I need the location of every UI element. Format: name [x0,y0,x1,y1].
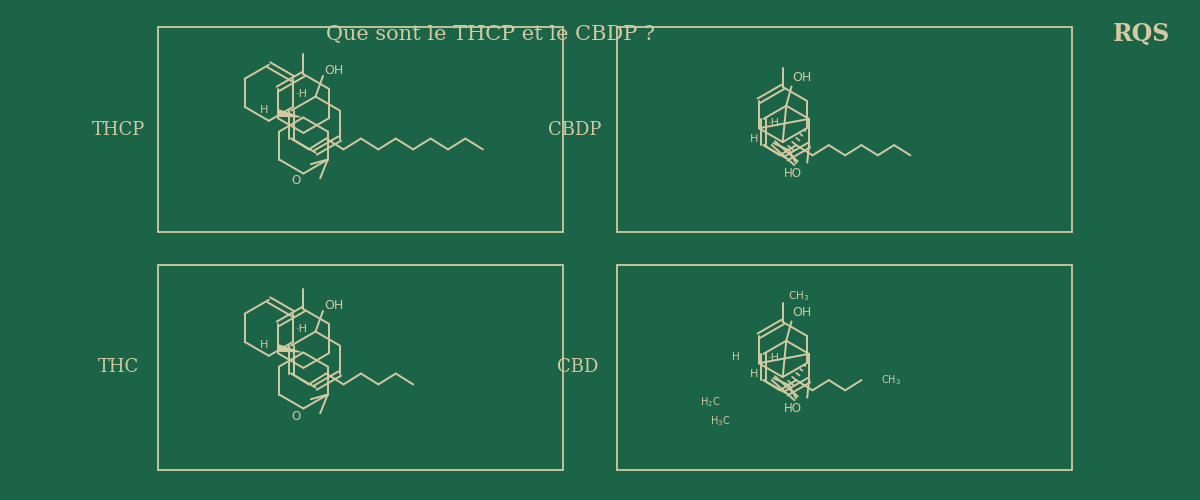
Text: ·H: ·H [768,353,780,363]
Text: H: H [750,134,758,144]
Polygon shape [276,109,304,118]
Text: OH: OH [324,64,344,77]
Text: HO: HO [785,166,803,179]
Text: H: H [732,352,740,362]
Text: Que sont le THCP et le CBDP ?: Que sont le THCP et le CBDP ? [325,25,654,44]
Text: H: H [750,370,758,380]
Text: H$_2$C: H$_2$C [700,395,720,409]
Bar [617,265,1072,470]
Text: ·H: ·H [768,118,780,128]
Text: O: O [292,174,300,188]
Text: THCP: THCP [91,121,145,139]
Text: OH: OH [324,299,344,312]
Text: CBDP: CBDP [548,121,601,139]
Text: OH: OH [792,306,811,320]
Text: CH$_3$: CH$_3$ [881,373,901,387]
Bar [617,27,1072,232]
Bar [158,27,563,232]
Text: THC: THC [97,358,139,376]
Text: CBD: CBD [557,358,599,376]
Text: H: H [259,340,268,350]
Text: RQS: RQS [1112,22,1170,46]
Text: H: H [259,105,268,115]
Bar [158,265,563,470]
Text: HO: HO [785,402,803,414]
Text: CH$_3$: CH$_3$ [788,289,809,302]
Text: ·H: ·H [296,324,308,334]
Text: ·H: ·H [296,88,308,99]
Text: O: O [292,410,300,422]
Text: H$_3$C: H$_3$C [709,414,730,428]
Text: OH: OH [792,71,811,84]
Polygon shape [276,344,304,352]
